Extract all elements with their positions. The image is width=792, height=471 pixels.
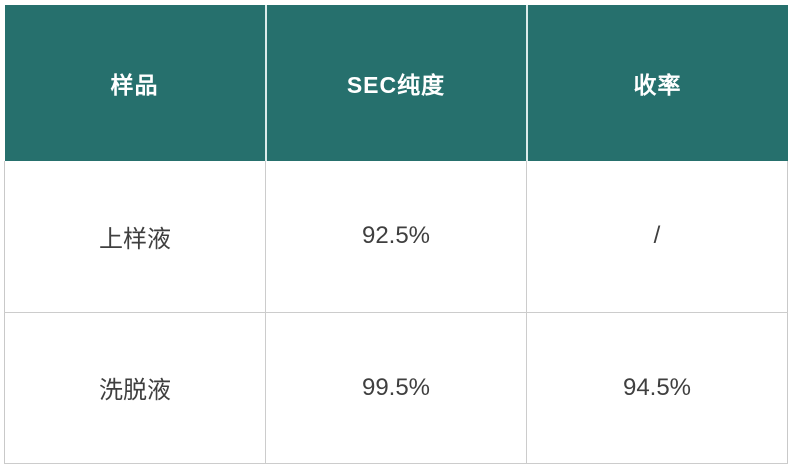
purity-yield-table: 样品 SEC纯度 收率 上样液 92.5% / 洗脱液 99.5% 94.5%	[4, 5, 788, 464]
cell-sec-purity-value: 92.5%	[265, 161, 527, 313]
header-cell-yield: 收率	[526, 5, 788, 161]
header-cell-sample: 样品	[4, 5, 267, 161]
cell-yield-value: 94.5%	[526, 311, 788, 464]
cell-yield-value: /	[526, 161, 788, 313]
table-row-loading-solution: 上样液 92.5% /	[4, 161, 788, 313]
cell-sample-name: 洗脱液	[4, 311, 266, 464]
cell-sample-name: 上样液	[4, 161, 266, 313]
table-row-eluate: 洗脱液 99.5% 94.5%	[4, 311, 788, 464]
cell-sec-purity-value: 99.5%	[265, 311, 527, 464]
header-cell-sec-purity: SEC纯度	[265, 5, 528, 161]
table-header-row: 样品 SEC纯度 收率	[4, 5, 788, 161]
